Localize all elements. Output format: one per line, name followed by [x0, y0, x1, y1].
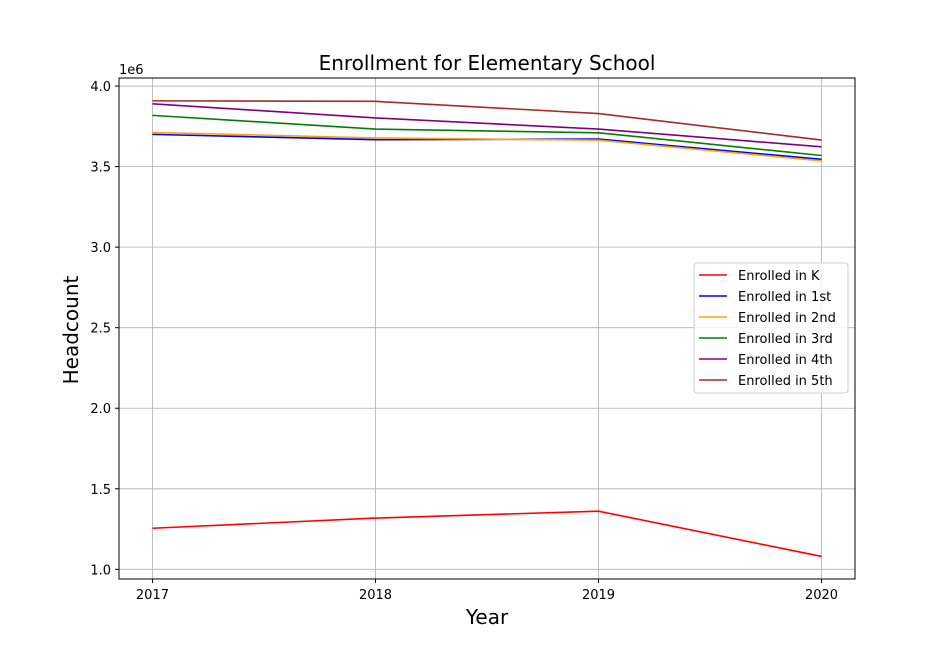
- series-line: [152, 114, 822, 157]
- legend-box: [693, 262, 849, 394]
- legend-label: Enrolled in 4th: [738, 353, 833, 368]
- legend: Enrolled in K Enrolled in 1st Enrolled in …: [693, 262, 849, 394]
- y-tick-label: 1.5: [90, 483, 111, 498]
- chart-title: Enrollment for Elementary School: [319, 51, 656, 75]
- legend-label: Enrolled in 3rd: [738, 332, 833, 347]
- x-tick-label: 2020: [805, 588, 838, 603]
- legend-label: Enrolled in 2nd: [738, 311, 836, 326]
- y-axis-label: Headcount: [59, 275, 83, 384]
- x-tick-label: 2018: [359, 588, 392, 603]
- y-offset-label: 1e6: [119, 63, 144, 78]
- series-line: [152, 131, 822, 162]
- x-tick-label: 2017: [136, 588, 169, 603]
- y-tick-label: 3.0: [90, 241, 111, 256]
- series-group: [152, 100, 822, 558]
- legend-label: Enrolled in K: [738, 269, 820, 284]
- y-tick-label: 2.5: [90, 322, 111, 337]
- legend-label: Enrolled in 5th: [738, 374, 833, 389]
- y-tick-label: 1.0: [90, 563, 111, 578]
- y-axis-ticks: 1.0 1.5 2.0 2.5 3.0 3.5 4.0: [90, 80, 119, 578]
- series-line: [152, 102, 822, 148]
- y-tick-label: 2.0: [90, 402, 111, 417]
- y-tick-label: 4.0: [90, 80, 111, 95]
- series-line: [152, 100, 822, 141]
- plot-frame: [118, 77, 856, 580]
- x-axis-ticks: 2017 2018 2019 2020: [136, 579, 838, 603]
- y-tick-label: 3.5: [90, 161, 111, 176]
- x-tick-label: 2019: [582, 588, 615, 603]
- x-axis-label: Year: [465, 605, 509, 629]
- grid-lines: [119, 78, 855, 579]
- series-line: [152, 510, 822, 558]
- legend-label: Enrolled in 1st: [738, 290, 831, 305]
